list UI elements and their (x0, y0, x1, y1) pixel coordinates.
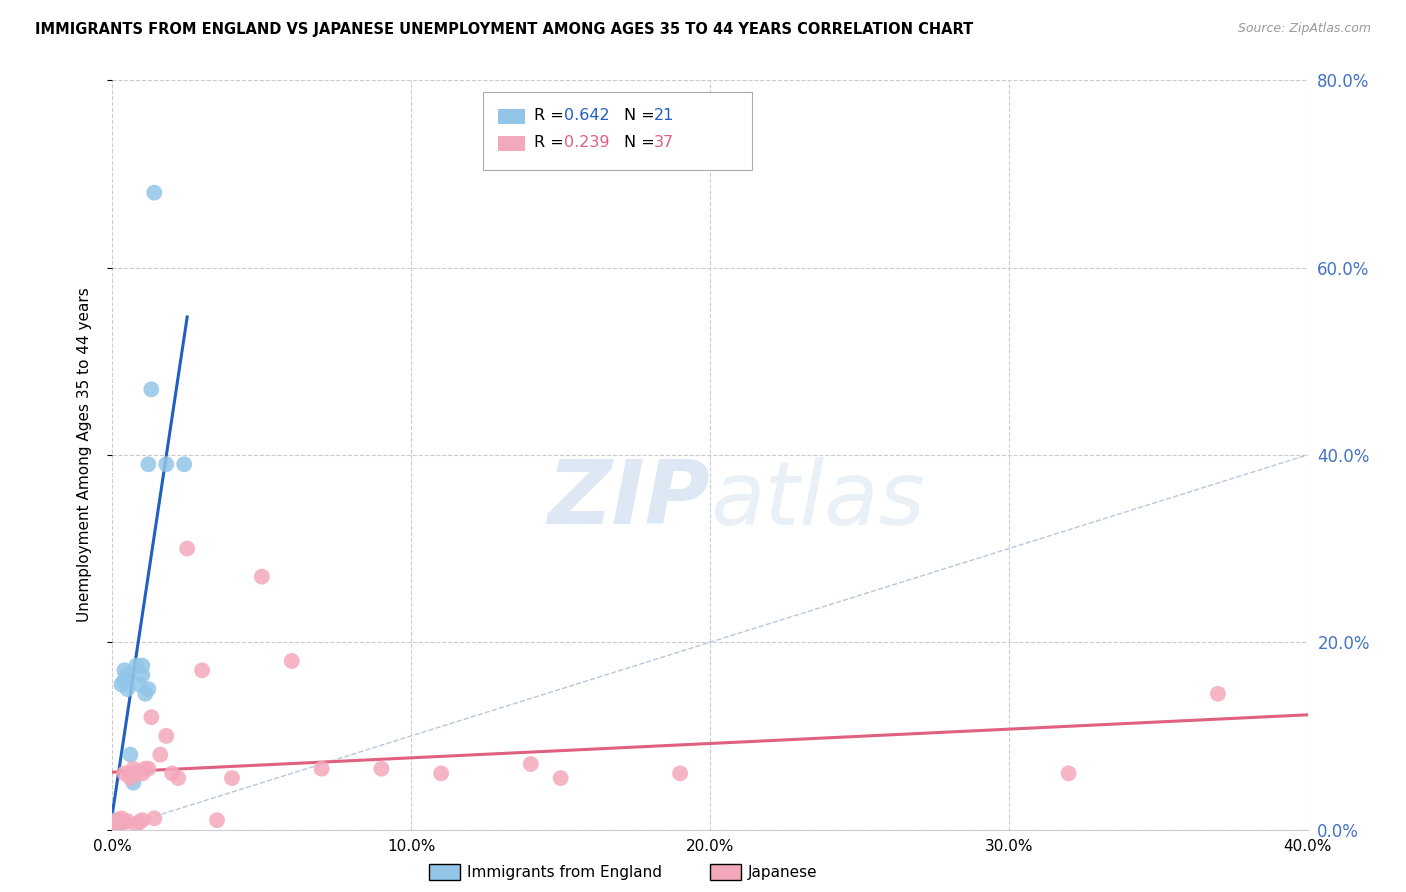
Point (155, 457, 177, 471)
Point (110, 677, 132, 691)
Point (117, 682, 139, 697)
Point (114, 766, 135, 780)
Point (141, 382, 163, 396)
Point (122, 766, 145, 780)
Text: Japanese: Japanese (748, 865, 818, 880)
Point (430, 766, 453, 780)
Text: atlas: atlas (710, 457, 925, 543)
Point (120, 766, 142, 780)
Point (1057, 766, 1080, 780)
Point (173, 457, 195, 471)
Point (221, 771, 243, 785)
Point (114, 673, 135, 687)
Point (176, 541, 198, 556)
Point (131, 668, 153, 682)
Point (550, 771, 572, 785)
Point (134, 762, 156, 776)
Text: 0.239: 0.239 (564, 135, 610, 150)
Point (311, 762, 333, 776)
Point (138, 682, 160, 697)
Point (167, 771, 190, 785)
Point (143, 186, 166, 200)
Point (120, 771, 142, 785)
Text: N =: N = (624, 108, 659, 123)
Point (104, 818, 127, 832)
Point (125, 818, 148, 832)
Point (141, 710, 163, 724)
Text: R =: R = (534, 135, 569, 150)
Point (138, 762, 160, 776)
Point (122, 776, 145, 790)
Point (370, 762, 392, 776)
Point (128, 677, 150, 691)
Text: ZIP: ZIP (547, 457, 710, 543)
Point (125, 658, 148, 673)
Point (162, 766, 183, 780)
Point (131, 814, 153, 828)
Point (128, 815, 150, 830)
Text: Source: ZipAtlas.com: Source: ZipAtlas.com (1237, 22, 1371, 36)
FancyBboxPatch shape (499, 136, 524, 152)
Point (250, 570, 273, 584)
Text: R =: R = (534, 108, 569, 123)
Text: N =: N = (624, 135, 659, 150)
Point (110, 811, 132, 825)
Point (281, 654, 304, 668)
Point (104, 814, 127, 828)
Text: 21: 21 (654, 108, 675, 123)
Point (107, 818, 129, 832)
Text: Immigrants from England: Immigrants from England (467, 865, 662, 880)
Point (114, 664, 135, 678)
Point (125, 766, 148, 780)
Point (520, 756, 543, 771)
Text: IMMIGRANTS FROM ENGLAND VS JAPANESE UNEMPLOYMENT AMONG AGES 35 TO 44 YEARS CORRE: IMMIGRANTS FROM ENGLAND VS JAPANESE UNEM… (35, 22, 973, 37)
Point (117, 668, 139, 682)
Point (120, 747, 142, 762)
FancyBboxPatch shape (499, 109, 524, 124)
Point (104, 815, 127, 830)
Point (134, 687, 156, 701)
Point (107, 814, 129, 828)
Point (122, 762, 145, 776)
FancyBboxPatch shape (484, 92, 752, 170)
Point (191, 664, 214, 678)
Point (205, 814, 228, 828)
Text: 0.642: 0.642 (564, 108, 610, 123)
Point (143, 811, 166, 825)
Point (131, 658, 153, 673)
Point (669, 766, 692, 780)
Point (131, 766, 153, 780)
Point (117, 814, 139, 829)
Point (138, 457, 160, 471)
Point (155, 729, 177, 743)
Y-axis label: Unemployment Among Ages 35 to 44 years: Unemployment Among Ages 35 to 44 years (77, 287, 91, 623)
Point (1206, 687, 1229, 701)
Point (114, 815, 135, 830)
Text: 37: 37 (654, 135, 673, 150)
Point (149, 747, 172, 762)
